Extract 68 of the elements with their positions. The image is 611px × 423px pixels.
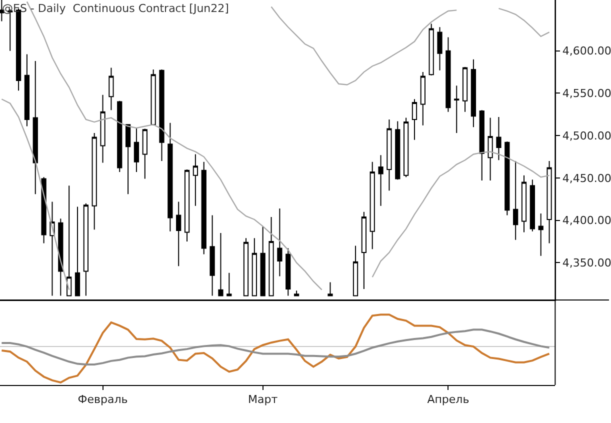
candlestick <box>184 168 190 242</box>
candlestick <box>201 161 206 255</box>
candlestick <box>168 122 173 232</box>
candlestick <box>192 154 198 206</box>
candlestick <box>268 216 274 296</box>
candlestick <box>404 117 409 178</box>
y-tick-label: 4,550.00 <box>562 87 611 100</box>
candlestick <box>370 161 375 250</box>
candlestick <box>260 226 266 296</box>
candlestick <box>210 214 215 296</box>
candlestick <box>243 238 249 296</box>
candlestick <box>521 174 527 233</box>
candlestick <box>546 160 552 244</box>
candlestick <box>462 66 468 112</box>
candlestick <box>294 290 300 296</box>
y-tick-label: 4,600.00 <box>562 44 611 58</box>
candlestick <box>218 232 224 296</box>
candlestick <box>24 54 30 127</box>
candlestick <box>100 94 106 164</box>
candlestick <box>470 58 476 128</box>
candlestick <box>328 282 333 296</box>
candlestick <box>488 117 493 182</box>
y-tick-label: 4,350.00 <box>562 256 611 270</box>
candlestick <box>176 201 182 267</box>
candlestick <box>108 67 114 111</box>
line-series <box>1 98 70 290</box>
candlestick <box>66 185 72 296</box>
candlestick <box>352 245 358 296</box>
candlestick <box>446 36 451 112</box>
candlestick <box>386 118 392 192</box>
candlestick <box>277 208 282 277</box>
chart-title: @ES - Daily Continuous Contract [Jun22] <box>2 2 229 15</box>
candlestick <box>150 68 156 126</box>
candlestick <box>504 141 510 216</box>
y-tick-label: 4,400.00 <box>562 214 611 228</box>
candlestick <box>530 179 535 232</box>
candlestick <box>32 60 38 195</box>
x-tick-label: Март <box>248 393 278 406</box>
candlestick <box>252 238 257 296</box>
candlestick <box>92 132 97 230</box>
candlestick <box>286 248 291 296</box>
candlestick <box>159 68 164 162</box>
candlestick <box>125 124 131 195</box>
candlestick <box>117 100 122 173</box>
candlestick <box>454 85 460 134</box>
candlestick <box>74 206 80 296</box>
candlestick <box>428 23 434 76</box>
candlestick <box>437 26 442 71</box>
candlestick <box>134 127 140 173</box>
x-tick-label: Февраль <box>78 393 128 406</box>
candlestick <box>0 0 4 22</box>
candlestick <box>83 202 88 296</box>
candlestick <box>41 176 46 244</box>
candlestick <box>479 110 484 182</box>
candlestick <box>58 218 64 296</box>
candlestick <box>513 160 518 240</box>
candlestick <box>420 72 426 126</box>
x-tick-label: Апрель <box>427 393 470 406</box>
candlestick <box>538 213 544 256</box>
candlestick <box>142 128 148 180</box>
candlestick <box>226 272 232 296</box>
y-tick-label: 4,500.00 <box>562 129 611 142</box>
candlestick <box>361 211 366 290</box>
y-tick-label: 4,450.00 <box>562 172 611 185</box>
candlestick <box>378 154 384 206</box>
candlestick <box>496 116 502 161</box>
candlestick <box>412 98 418 140</box>
candlestick <box>395 120 400 180</box>
